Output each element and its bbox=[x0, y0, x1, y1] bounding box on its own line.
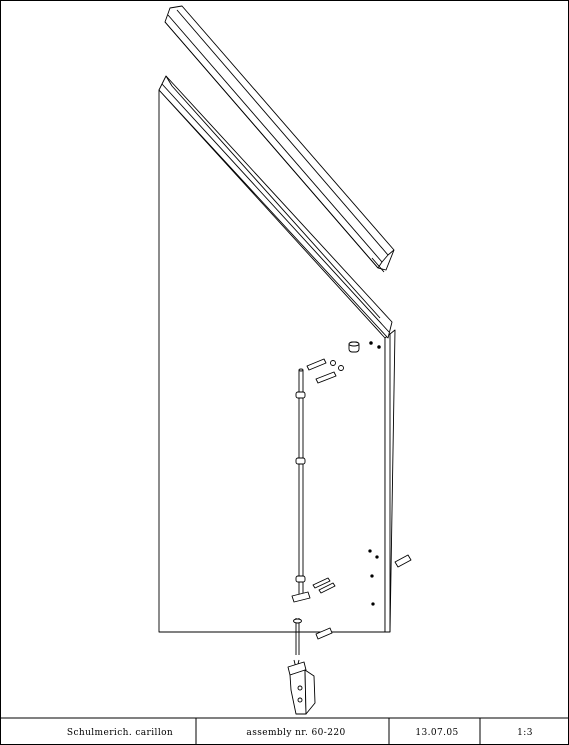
top-rail-part bbox=[164, 5, 395, 273]
assembly-number: assembly nr. 60-220 bbox=[246, 728, 345, 738]
drawing-date: 13.07.05 bbox=[415, 728, 458, 738]
assembly-drawing bbox=[158, 5, 412, 715]
bottom-bracket bbox=[287, 659, 316, 715]
rod-collar bbox=[295, 457, 306, 465]
project-name: Schulmerich. carillon bbox=[67, 728, 173, 738]
side-panel bbox=[158, 75, 396, 633]
drawing-scale: 1:3 bbox=[517, 728, 533, 738]
washer bbox=[338, 365, 344, 371]
lower-hardware bbox=[293, 549, 412, 655]
upper-hardware bbox=[306, 341, 381, 384]
title-block: Schulmerich. carillon assembly nr. 60-22… bbox=[0, 717, 569, 745]
bolt bbox=[315, 371, 337, 384]
vertical-rod bbox=[291, 368, 311, 603]
rod-collar bbox=[295, 575, 306, 583]
rod-collar bbox=[295, 391, 306, 399]
washer bbox=[330, 360, 336, 366]
bolt bbox=[306, 358, 327, 371]
